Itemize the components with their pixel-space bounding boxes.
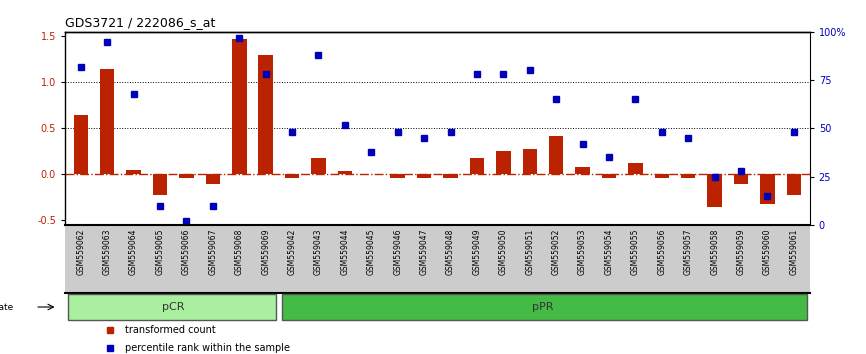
Text: GSM559051: GSM559051 (526, 228, 534, 275)
Bar (68, 294, 276, 320)
Text: GSM559054: GSM559054 (604, 228, 613, 275)
Bar (628, 163, 643, 175)
Text: GSM559049: GSM559049 (473, 228, 481, 275)
Bar (681, 175, 695, 178)
Text: GDS3721 / 222086_s_at: GDS3721 / 222086_s_at (65, 16, 216, 29)
Bar (258, 55, 273, 175)
Bar (786, 175, 801, 195)
Bar (708, 175, 722, 207)
Text: pCR: pCR (162, 302, 184, 312)
Text: disease state: disease state (0, 303, 13, 312)
Text: GSM559044: GSM559044 (340, 228, 349, 275)
Bar (469, 158, 484, 175)
Text: pPR: pPR (533, 302, 553, 312)
Text: GSM559057: GSM559057 (684, 228, 693, 275)
Bar (443, 175, 458, 178)
Text: GSM559053: GSM559053 (578, 228, 587, 275)
Bar (602, 175, 617, 178)
Text: GSM559055: GSM559055 (631, 228, 640, 275)
Bar (311, 158, 326, 175)
Text: GSM559059: GSM559059 (737, 228, 746, 275)
Text: GSM559062: GSM559062 (76, 228, 85, 275)
Text: GSM559065: GSM559065 (156, 228, 165, 275)
Text: GSM559050: GSM559050 (499, 228, 507, 275)
Text: GSM559060: GSM559060 (763, 228, 772, 275)
Text: GSM559043: GSM559043 (314, 228, 323, 275)
Text: GSM559052: GSM559052 (552, 228, 560, 275)
Text: GSM559042: GSM559042 (288, 228, 296, 275)
Bar (338, 171, 352, 175)
Bar (152, 175, 167, 195)
Bar (232, 39, 247, 175)
Text: GSM559067: GSM559067 (209, 228, 217, 275)
Bar (417, 175, 431, 178)
Text: GSM559069: GSM559069 (262, 228, 270, 275)
Text: GSM559047: GSM559047 (420, 228, 429, 275)
Bar (655, 175, 669, 178)
Text: percentile rank within the sample: percentile rank within the sample (125, 343, 289, 353)
Text: GSM559048: GSM559048 (446, 228, 455, 275)
Bar (496, 152, 511, 175)
Bar (575, 167, 590, 175)
Bar (391, 175, 405, 178)
Bar (74, 115, 88, 175)
Bar (205, 175, 220, 184)
Text: GSM559056: GSM559056 (657, 228, 666, 275)
Bar (179, 175, 194, 178)
Bar (100, 69, 114, 175)
Text: GSM559064: GSM559064 (129, 228, 138, 275)
Text: transformed count: transformed count (125, 325, 216, 335)
Bar (549, 136, 564, 175)
Text: GSM559058: GSM559058 (710, 228, 719, 275)
Text: GSM559068: GSM559068 (235, 228, 243, 275)
Bar (126, 170, 141, 175)
Bar (734, 175, 748, 184)
Text: GSM559046: GSM559046 (393, 228, 402, 275)
Text: GSM559066: GSM559066 (182, 228, 191, 275)
Text: GSM559061: GSM559061 (790, 228, 798, 275)
Bar (281, 294, 807, 320)
Bar (285, 175, 300, 178)
Text: GSM559063: GSM559063 (103, 228, 112, 275)
Text: GSM559045: GSM559045 (367, 228, 376, 275)
Bar (760, 175, 775, 204)
Bar (522, 149, 537, 175)
